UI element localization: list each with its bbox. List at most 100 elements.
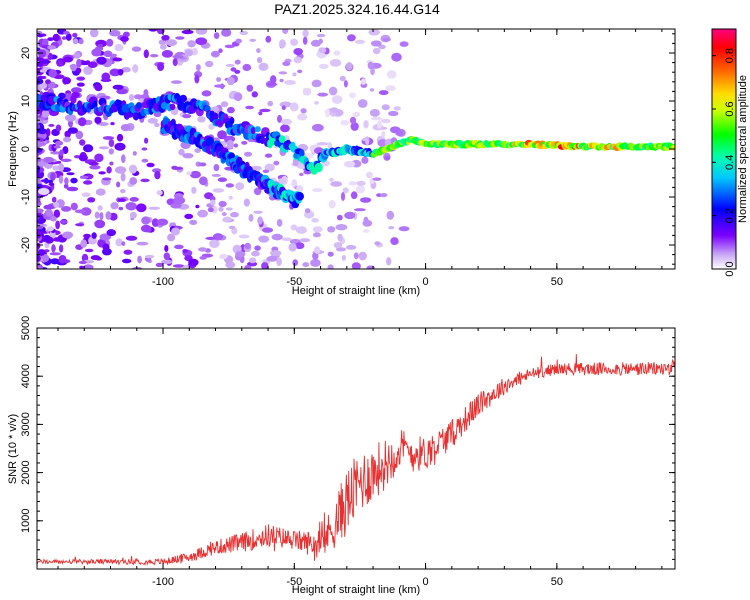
spectrogram-cell — [277, 114, 282, 123]
spectrogram-cell — [330, 181, 343, 187]
spectrogram-cell — [70, 177, 78, 184]
spectrogram-cell — [51, 244, 56, 253]
spectrogram-cell — [108, 139, 115, 148]
spectrogram-cell — [102, 177, 112, 181]
spectrogram-cell — [249, 257, 257, 264]
spectrogram-cell — [368, 29, 381, 36]
spectrogram-cell — [311, 217, 319, 223]
spectrogram-cell — [297, 69, 303, 74]
spectrogram-cell — [59, 149, 64, 156]
spectrogram-cell — [244, 151, 252, 157]
spectrogram-cell — [164, 245, 169, 252]
spectrogram-cell — [116, 88, 128, 95]
spectrogram-cell — [106, 166, 112, 174]
spectrogram-cell — [102, 136, 114, 140]
spectrogram-cell — [291, 179, 298, 189]
spectrogram-cell — [317, 92, 329, 97]
spectrogram-cell — [170, 80, 183, 84]
spectrogram-cell — [115, 238, 123, 247]
spectrogram-cell — [148, 105, 154, 115]
spectrogram-cell — [314, 147, 324, 155]
spectrogram-cell — [370, 116, 383, 121]
spectrogram-cell — [243, 198, 250, 207]
spectrogram-cell — [66, 172, 75, 176]
spectrogram-cell — [51, 196, 57, 203]
spectrogram-cell — [316, 142, 329, 146]
spectrogram-cell — [117, 68, 124, 76]
snr-y-label: SNR (10 * v/v) — [7, 414, 19, 484]
spectrogram-cell — [122, 258, 132, 264]
spectrogram-cell — [171, 227, 180, 236]
y-tick-label: 3000 — [20, 412, 32, 436]
spectrogram-cell — [211, 173, 221, 177]
spectrogram-cell — [265, 35, 272, 43]
spectrogram-cell — [110, 202, 119, 210]
x-tick-label: -100 — [152, 576, 174, 588]
spectrogram-cell — [398, 226, 410, 232]
spectrogram-cell — [161, 34, 170, 41]
spectrogram-cell — [121, 154, 126, 164]
spectrogram-cell — [310, 39, 322, 47]
spectrogram-cell — [47, 45, 56, 50]
spectrogram-cell — [70, 202, 78, 211]
spectrogram-cell — [235, 38, 242, 44]
spectrogram-cell — [372, 47, 381, 55]
spectrogram-cell — [148, 206, 161, 210]
spectrogram-cell — [97, 205, 103, 211]
spectrogram-cell — [225, 63, 235, 67]
spectrogram-cell — [154, 122, 160, 128]
spectrogram-cell — [80, 239, 88, 248]
spectrogram-cell — [74, 209, 87, 214]
spectrogram-cell — [43, 156, 55, 163]
spectrogram-cell — [310, 258, 321, 267]
spectrogram-cell — [343, 80, 348, 88]
snr-y-ticks: 1000 2000 3000 4000 5000 — [20, 316, 675, 560]
spectrogram-cell — [141, 147, 148, 151]
spectrogram-cell — [347, 34, 356, 42]
x-tick-label: -50 — [286, 276, 302, 288]
spectrogram-cell — [292, 157, 299, 167]
spectrogram-cell — [256, 48, 261, 54]
spectrogram-cell — [230, 211, 239, 218]
spectrogram-cell — [173, 196, 186, 205]
spectrogram-cell — [292, 259, 299, 266]
spectrogram-cell — [270, 250, 282, 257]
spectrogram-cell — [344, 160, 356, 168]
spectrogram-cell — [37, 202, 42, 206]
spectrogram-cell — [345, 245, 357, 250]
spectrogram-x-label: Height of straight line (km) — [292, 285, 420, 297]
spectrogram-cell — [102, 243, 110, 251]
spectrogram-cell — [70, 94, 77, 104]
spectrogram-cell — [169, 103, 176, 111]
spectrogram-cell — [106, 229, 117, 237]
spectrogram-cell — [299, 172, 304, 177]
spectrogram-cell — [314, 162, 323, 173]
spectrogram-cell — [110, 122, 115, 126]
spectrogram-cell — [251, 250, 260, 257]
spectrogram-cell — [43, 177, 49, 184]
spectrogram-cell — [300, 108, 307, 114]
spectrogram-cell — [350, 122, 359, 131]
spectrogram-cell — [333, 50, 341, 56]
spectrogram-cell — [297, 113, 308, 121]
spectrogram-cell — [112, 84, 124, 90]
snr-x-label: Height of straight line (km) — [292, 584, 420, 596]
spectrogram-cell — [67, 127, 78, 134]
spectrogram-cell — [141, 158, 149, 163]
spectrogram-cell — [386, 257, 392, 266]
spectrogram-cell — [94, 219, 106, 229]
spectrogram-cell — [384, 156, 391, 160]
spectrogram-cell — [120, 172, 126, 182]
spectrogram-cell — [47, 37, 54, 41]
spectrogram-cell — [91, 48, 102, 57]
spectrogram-cell — [128, 164, 138, 174]
spectrogram-cell — [234, 69, 241, 74]
colorbar-tick-label: 0.4 — [724, 155, 736, 170]
spectrogram-cell — [80, 175, 89, 179]
spectrogram-cell — [120, 124, 131, 132]
spectrogram-cell — [165, 39, 178, 47]
spectrogram-cell — [337, 233, 343, 242]
spectrogram-cell — [276, 257, 282, 266]
spectrogram-cell — [386, 70, 397, 79]
spectrogram-cell — [262, 169, 270, 174]
